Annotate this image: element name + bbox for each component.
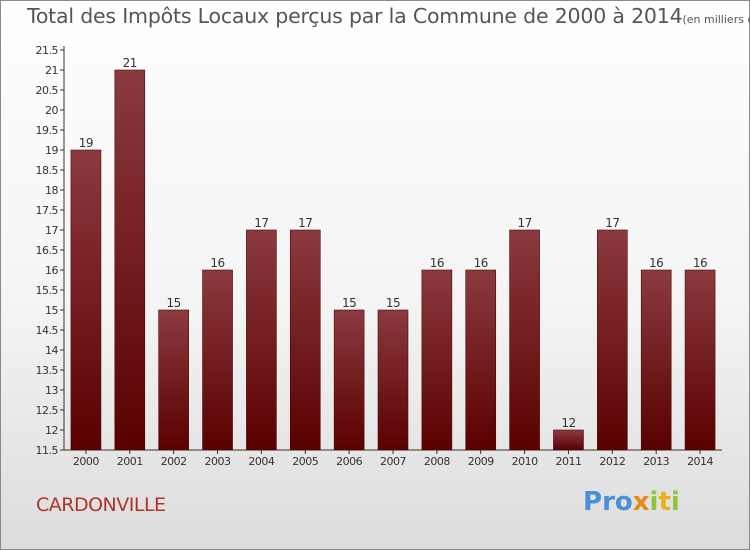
data-label: 15: [386, 296, 400, 310]
y-tick-label: 11.5: [36, 444, 59, 457]
x-tick-label: 2005: [292, 455, 318, 468]
x-tick-label: 2014: [687, 455, 713, 468]
title-text: Total des Impôts Locaux perçus par la Co…: [27, 4, 683, 28]
logo-letter: P: [583, 487, 603, 517]
y-tick-label: 14.5: [36, 324, 59, 337]
x-tick-label: 2009: [468, 455, 494, 468]
data-label: 19: [79, 136, 93, 150]
y-tick-label: 17: [45, 224, 58, 237]
y-tick-label: 20.5: [36, 84, 59, 97]
bar: [377, 309, 409, 451]
y-tick-label: 21: [45, 64, 58, 77]
y-tick-label: 18.5: [36, 164, 59, 177]
logo-letter: x: [632, 487, 650, 517]
data-label: 21: [123, 56, 137, 70]
bar: [465, 269, 497, 451]
y-tick-label: 14: [45, 344, 58, 357]
bar: [114, 69, 146, 451]
data-label: 16: [649, 256, 663, 270]
bar: [421, 269, 453, 451]
data-label: 12: [561, 416, 575, 430]
logo-letter: r: [602, 487, 615, 517]
x-tick-label: 2007: [380, 455, 406, 468]
x-tick-label: 2004: [248, 455, 274, 468]
data-label: 17: [254, 216, 268, 230]
data-label: 15: [167, 296, 181, 310]
y-tick-label: 19: [45, 144, 58, 157]
logo-letter: t: [658, 487, 671, 517]
y-tick-label: 20: [45, 104, 58, 117]
y-tick-label: 15: [45, 304, 58, 317]
y-tick-label: 16.5: [36, 244, 59, 257]
x-tick-label: 2008: [424, 455, 450, 468]
data-label: 16: [693, 256, 707, 270]
x-tick-label: 2013: [643, 455, 669, 468]
y-tick-label: 16: [45, 264, 58, 277]
data-label: 16: [210, 256, 224, 270]
logo-letter: i: [670, 487, 680, 517]
y-tick-label: 19.5: [36, 124, 59, 137]
bar: [684, 269, 716, 451]
data-label: 15: [342, 296, 356, 310]
x-tick-label: 2003: [205, 455, 231, 468]
data-label: 17: [517, 216, 531, 230]
bar: [202, 269, 233, 451]
title-unit: (en milliers d'€): [682, 13, 750, 26]
y-tick-label: 13: [45, 384, 58, 397]
bar: [289, 229, 321, 451]
y-tick-label: 21.5: [36, 44, 59, 57]
x-tick-label: 2011: [555, 455, 581, 468]
chart-title: Total des Impôts Locaux perçus par la Co…: [27, 4, 750, 28]
data-label: 16: [430, 256, 444, 270]
x-tick-label: 2006: [336, 455, 362, 468]
x-tick-label: 2000: [73, 455, 99, 468]
logo-letter: o: [614, 487, 633, 517]
proxiti-logo: Proxiti: [583, 487, 680, 517]
y-tick-label: 13.5: [36, 364, 59, 377]
bar: [246, 229, 277, 451]
y-tick-label: 12.5: [36, 404, 59, 417]
bar: [553, 429, 584, 451]
x-tick-label: 2012: [599, 455, 625, 468]
y-tick-label: 12: [45, 424, 58, 437]
y-tick-label: 15.5: [36, 284, 59, 297]
x-tick-label: 2001: [117, 455, 143, 468]
bar: [640, 269, 672, 451]
commune-name: CARDONVILLE: [36, 494, 166, 516]
data-label: 17: [298, 216, 312, 230]
x-tick-label: 2010: [512, 455, 538, 468]
bar: [70, 149, 102, 451]
x-tick-label: 2002: [161, 455, 187, 468]
logo-letter: i: [649, 487, 659, 517]
data-label: 17: [605, 216, 619, 230]
bar: [597, 229, 628, 451]
y-tick-label: 17.5: [36, 204, 59, 217]
bar: [158, 309, 189, 451]
bar: [509, 229, 540, 451]
bar: [333, 309, 365, 451]
data-label: 16: [474, 256, 488, 270]
y-tick-label: 18: [45, 184, 58, 197]
